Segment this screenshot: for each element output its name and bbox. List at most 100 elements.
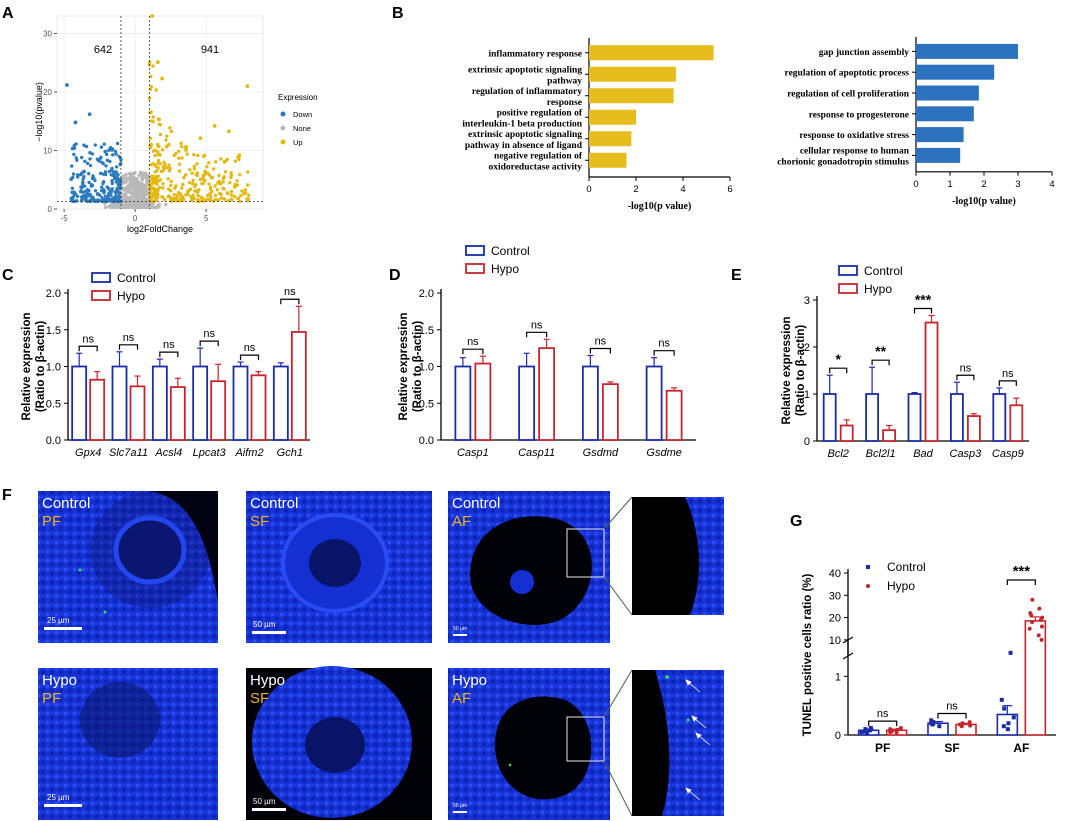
micrograph-hypo-af: Hypo AF 50 µm <box>448 668 724 820</box>
y-axis-label: Relative expression (Ratio to β-actin) <box>21 312 47 420</box>
volcano-point <box>185 152 189 156</box>
volcano-point <box>169 129 174 134</box>
significance-label: ns <box>123 332 135 344</box>
significance-bracket <box>118 344 139 350</box>
x-tick-label: 0 <box>133 214 138 223</box>
volcano-point <box>161 181 165 186</box>
volcano-point <box>106 186 111 191</box>
category-label: Lpcat3 <box>193 447 227 459</box>
volcano-point <box>221 186 225 190</box>
volcano-point <box>95 157 100 161</box>
significance-label: *** <box>915 292 932 308</box>
volcano-point <box>69 196 74 200</box>
volcano-point <box>154 88 158 92</box>
legend-marker <box>465 245 485 256</box>
bar <box>589 66 676 82</box>
category-label: gap junction assembly <box>819 48 910 58</box>
x-tick-label: 0 <box>586 184 591 195</box>
significance-label: ns <box>467 336 479 348</box>
volcano-point <box>86 171 91 176</box>
y-tick-label: 2.0 <box>419 288 434 300</box>
volcano-point <box>114 152 118 156</box>
category-label: regulation of inflammatory response <box>472 87 582 108</box>
volcano-point-up <box>245 84 250 89</box>
volcano-point <box>137 201 142 205</box>
volcano-point <box>82 184 87 188</box>
significance-bracket <box>462 348 484 355</box>
volcano-point <box>75 175 80 179</box>
data-point <box>1039 637 1044 642</box>
significance-bracket <box>589 347 611 354</box>
volcano-point <box>122 193 127 197</box>
y-tick-label: 1 <box>804 389 810 401</box>
data-point <box>868 728 873 733</box>
volcano-point <box>201 196 205 201</box>
legend-item-label: Hypo <box>117 289 145 303</box>
legend-item-label: Up <box>293 138 303 147</box>
y-tick-label: 0 <box>835 730 841 742</box>
volcano-point <box>159 169 163 174</box>
data-point <box>898 725 903 730</box>
volcano-point <box>148 60 152 64</box>
volcano-point <box>192 153 196 157</box>
volcano-point <box>188 187 193 191</box>
micrograph-hypo-sf: Hypo SF 50 µm <box>246 666 432 820</box>
volcano-point <box>164 138 168 142</box>
volcano-point <box>215 188 220 192</box>
volcano-point <box>131 205 135 209</box>
volcano-point <box>126 185 131 190</box>
volcano-point <box>195 171 199 175</box>
volcano-point <box>99 155 103 160</box>
volcano-point <box>89 183 94 187</box>
category-label-line: negative regulation of <box>494 151 583 161</box>
bar <box>950 393 964 442</box>
label-stage: SF <box>250 513 269 530</box>
category-label-line: response to progesterone <box>809 110 909 120</box>
volcano-point <box>78 172 83 177</box>
volcano-point <box>127 202 132 206</box>
category-label-line: pathway <box>547 76 582 86</box>
volcano-point <box>219 196 224 200</box>
volcano-point <box>207 182 211 186</box>
volcano-point <box>137 205 141 209</box>
volcano-point-down <box>87 112 92 117</box>
volcano-point <box>108 159 112 164</box>
legend-item-label: Control <box>117 271 156 285</box>
volcano-point <box>235 179 239 183</box>
volcano-point <box>156 158 161 163</box>
volcano-point <box>128 198 133 202</box>
volcano-point <box>144 197 148 201</box>
bar <box>916 43 1018 59</box>
legend-item-label: Down <box>293 110 312 119</box>
volcano-point <box>168 188 173 193</box>
category-label-line: positive regulation of <box>497 108 583 118</box>
volcano-point <box>85 191 89 195</box>
volcano-point <box>102 142 106 146</box>
panel-c-bar-chart: 0.0 0.5 1.0 1.5 2.0 Relative expression (Ratio… <box>21 271 310 459</box>
data-point <box>868 725 873 730</box>
volcano-point <box>148 87 153 91</box>
volcano-point <box>162 197 167 202</box>
volcano-point <box>191 178 195 183</box>
significance-bracket <box>199 340 219 347</box>
y-tick-label: 3 <box>804 295 810 307</box>
category-label-line: cellular response to human <box>800 146 910 156</box>
volcano-point <box>158 153 162 157</box>
volcano-point <box>108 189 112 194</box>
bar <box>839 424 854 442</box>
micrograph-hypo-pf: Hypo PF 25 µm <box>38 668 218 820</box>
bar <box>916 127 964 143</box>
volcano-point <box>115 141 120 146</box>
volcano-point <box>111 196 115 201</box>
legend-item-label: Control <box>491 244 530 258</box>
label-group: Control <box>250 495 298 512</box>
volcano-point-down <box>82 169 86 174</box>
volcano-point-up <box>227 129 231 134</box>
y-tick-label: 0.5 <box>419 398 434 410</box>
volcano-point <box>246 170 250 174</box>
y-tick-label: 0.0 <box>46 435 61 447</box>
volcano-point <box>144 201 148 206</box>
category-label: SF <box>944 741 959 755</box>
volcano-point <box>105 158 110 162</box>
